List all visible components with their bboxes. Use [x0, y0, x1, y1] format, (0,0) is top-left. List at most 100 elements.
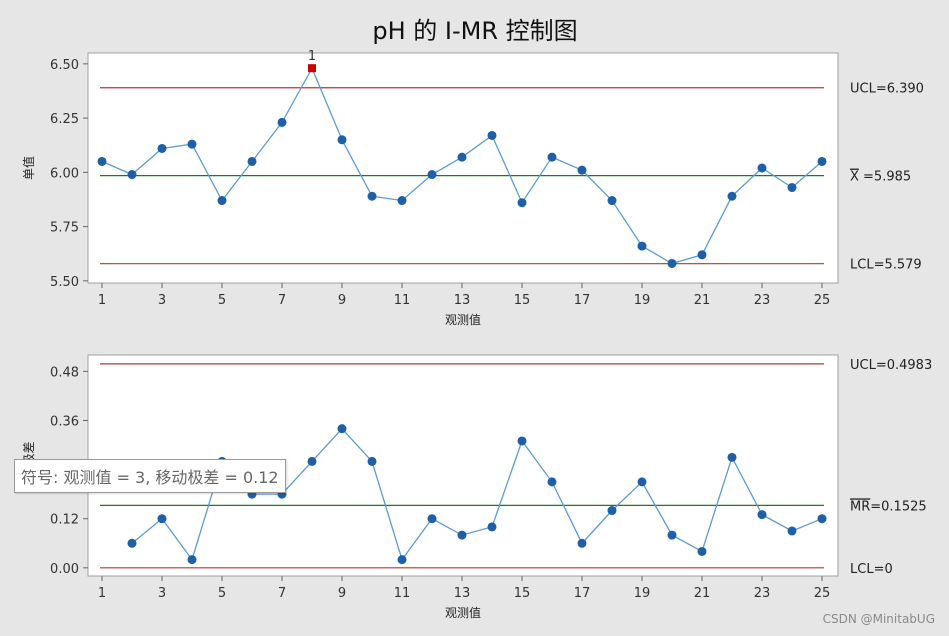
ucl-label: UCL=0.4983 [850, 358, 932, 373]
data-point [577, 538, 587, 548]
x-tick-label: 3 [158, 293, 166, 308]
individuals-chart-panel: 5.505.756.006.256.501 3 5 7 9 11 13 15 17 19 21 23 2… [21, 49, 924, 327]
center-label-symbol: X [850, 170, 859, 185]
y-tick-label: 0.00 [50, 562, 79, 577]
center-label: X =5.985 [850, 170, 911, 185]
data-point [637, 477, 647, 487]
x-tick-label: 23 [754, 293, 771, 308]
data-point [787, 183, 797, 193]
data-point [667, 530, 677, 540]
data-point [487, 130, 497, 140]
data-point [427, 170, 437, 180]
y-tick-label: 5.75 [50, 221, 79, 236]
data-point [697, 250, 707, 260]
x-tick-label: 21 [694, 586, 711, 601]
x-tick-label: 13 [454, 586, 471, 601]
x-tick-label: 25 [814, 293, 831, 308]
x-tick-label: 11 [394, 586, 411, 601]
data-point [577, 165, 587, 175]
x-tick-label: 19 [634, 586, 651, 601]
x-tick-label: 21 [694, 293, 711, 308]
data-point [127, 170, 137, 180]
data-point [277, 117, 287, 127]
x-tick-label: 19 [634, 293, 651, 308]
data-point [487, 522, 497, 532]
y-tick-label: 6.00 [50, 166, 79, 181]
data-point [547, 152, 557, 162]
data-point [307, 456, 317, 466]
ucl-label: UCL=6.390 [850, 82, 924, 97]
x-tick-label: 5 [218, 586, 226, 601]
x-tick-label: 13 [454, 293, 471, 308]
data-point [187, 555, 197, 565]
y-tick-label: 0.36 [50, 414, 79, 429]
flag-label: 1 [308, 49, 316, 64]
data-point [817, 514, 827, 524]
plot-area [87, 52, 839, 284]
data-point [607, 506, 617, 516]
x-tick-label: 3 [158, 586, 166, 601]
x-tick-label: 17 [574, 586, 591, 601]
x-tick-label: 25 [814, 586, 831, 601]
lcl-label: LCL=0 [850, 562, 893, 577]
chart-title: pH 的 I-MR 控制图 [372, 17, 577, 45]
center-label-value: =5.985 [859, 170, 911, 185]
data-point [397, 555, 407, 565]
data-point [607, 196, 617, 206]
y-axis-title: 单值 [21, 156, 36, 180]
y-tick-label: 0.12 [50, 513, 79, 528]
lcl-label: LCL=5.579 [850, 258, 922, 273]
y-tick-label: 6.25 [50, 112, 79, 127]
x-tick-label: 1 [98, 586, 106, 601]
x-tick-label: 15 [514, 586, 531, 601]
data-point [367, 191, 377, 201]
flagged-data-point [308, 64, 316, 73]
x-axis-title: 观测值 [445, 312, 481, 327]
x-tick-label: 9 [338, 293, 346, 308]
data-point [667, 258, 677, 268]
data-point [517, 436, 527, 446]
data-point [127, 538, 137, 548]
watermark: CSDN @MinitabUG [822, 612, 935, 626]
data-point-tooltip: 符号: 观测值 = 3, 移动极差 = 0.12 [14, 459, 286, 493]
data-point [367, 456, 377, 466]
x-tick-label: 15 [514, 293, 531, 308]
data-point [157, 514, 167, 524]
data-point [397, 196, 407, 206]
data-point [697, 546, 707, 556]
x-tick-label: 1 [98, 293, 106, 308]
data-point [757, 163, 767, 173]
x-tick-label: 5 [218, 293, 226, 308]
data-point [757, 510, 767, 520]
x-tick-label: 17 [574, 293, 591, 308]
data-point [157, 143, 167, 153]
x-tick-label: 9 [338, 586, 346, 601]
data-point [517, 198, 527, 208]
center-label-symbol: MR [850, 499, 870, 514]
x-axis-title: 观测值 [445, 605, 481, 620]
data-point [337, 135, 347, 145]
data-point [97, 156, 107, 166]
x-tick-label: 7 [278, 586, 286, 601]
data-point [547, 477, 557, 487]
data-point [457, 152, 467, 162]
data-point [247, 156, 257, 166]
data-point [817, 156, 827, 166]
y-tick-label: 0.48 [50, 365, 79, 380]
x-tick-label: 7 [278, 293, 286, 308]
y-tick-label: 5.50 [50, 275, 79, 290]
data-point [727, 452, 737, 462]
data-point [727, 191, 737, 201]
center-label-value: =0.1525 [870, 499, 926, 514]
data-point [217, 196, 227, 206]
data-point [427, 514, 437, 524]
x-tick-label: 11 [394, 293, 411, 308]
data-point [187, 139, 197, 149]
data-point [457, 530, 467, 540]
y-tick-label: 6.50 [50, 58, 79, 73]
x-tick-label: 23 [754, 586, 771, 601]
data-point [637, 241, 647, 251]
center-label: MR=0.1525 [850, 499, 927, 514]
data-point [787, 526, 797, 536]
